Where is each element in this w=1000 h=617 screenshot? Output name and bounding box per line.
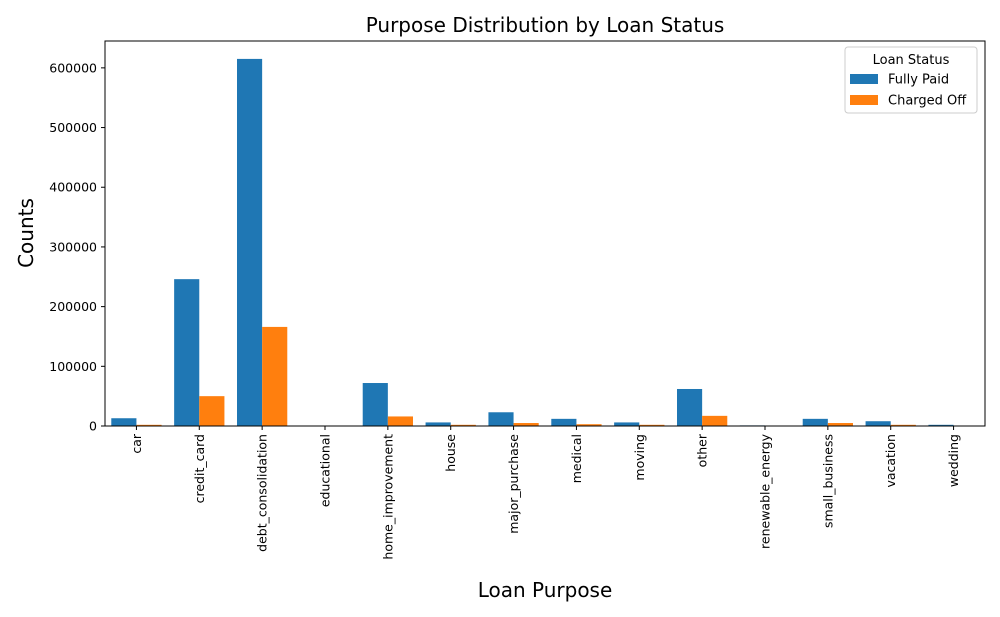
bar-charged-off-home_improvement: [387, 416, 413, 426]
bar-fully-paid-other: [677, 388, 703, 426]
bar-fully-paid-vacation: [865, 421, 891, 426]
x-tick-label: car: [129, 433, 144, 454]
bar-charged-off-vacation: [890, 424, 916, 426]
bar-charged-off-small_business: [827, 423, 853, 426]
x-tick-label: wedding: [946, 434, 961, 487]
legend: Loan Status Fully Paid Charged Off: [844, 46, 978, 114]
bar-charged-off-debt_consolidation: [262, 326, 288, 426]
x-tick-label: home_improvement: [380, 434, 395, 560]
bar-charged-off-moving: [639, 424, 665, 426]
x-tick-label: debt_consolidation: [255, 434, 270, 552]
x-tick-label: educational: [318, 434, 333, 507]
bar-fully-paid-moving: [614, 422, 640, 426]
x-tick-label: other: [695, 433, 710, 467]
bar-fully-paid-major_purchase: [488, 412, 514, 426]
bar-charged-off-car: [136, 424, 162, 426]
x-tick-label: medical: [569, 434, 584, 483]
x-tick-label: moving: [632, 434, 647, 481]
y-tick-label: 0: [89, 419, 97, 434]
legend-swatch: [850, 95, 878, 105]
legend-swatch: [850, 74, 878, 84]
y-axis-label: Counts: [14, 198, 38, 268]
y-tick-label: 300000: [49, 239, 97, 254]
y-tick-label: 200000: [49, 299, 97, 314]
x-tick-label: major_purchase: [506, 434, 521, 534]
bar-fully-paid-medical: [551, 418, 577, 426]
x-tick-label: small_business: [820, 434, 835, 528]
y-tick-label: 500000: [49, 120, 97, 135]
bar-charged-off-house: [450, 424, 476, 426]
legend-entry: Fully Paid: [888, 73, 949, 88]
y-tick-label: 600000: [49, 60, 97, 75]
bar-fully-paid-home_improvement: [362, 383, 388, 426]
y-tick-label: 100000: [49, 359, 97, 374]
x-axis-label: Loan Purpose: [478, 578, 613, 602]
bar-fully-paid-wedding: [928, 424, 954, 426]
bar-fully-paid-small_business: [802, 418, 828, 426]
x-tick-label: vacation: [883, 434, 898, 488]
x-tick-label: credit_card: [192, 434, 207, 503]
bar-charged-off-major_purchase: [513, 423, 539, 426]
bar-fully-paid-car: [111, 418, 137, 426]
bar-charged-off-other: [702, 415, 728, 426]
legend-title: Loan Status: [873, 53, 950, 68]
x-tick-label: house: [443, 434, 458, 472]
bar-fully-paid-house: [425, 422, 451, 426]
chart-title: Purpose Distribution by Loan Status: [366, 13, 725, 37]
legend-entry: Charged Off: [888, 94, 967, 109]
bar-fully-paid-debt_consolidation: [237, 58, 263, 426]
plot-frame: [104, 40, 986, 427]
x-tick-label: renewable_energy: [758, 433, 773, 549]
bar-charged-off-credit_card: [199, 396, 225, 426]
bar-charged-off-medical: [576, 424, 602, 426]
bar-fully-paid-credit_card: [174, 279, 200, 426]
plot-area: 0 100000 200000 300000 400000 500000 600000 car…: [49, 40, 986, 560]
y-tick-label: 400000: [49, 180, 97, 195]
